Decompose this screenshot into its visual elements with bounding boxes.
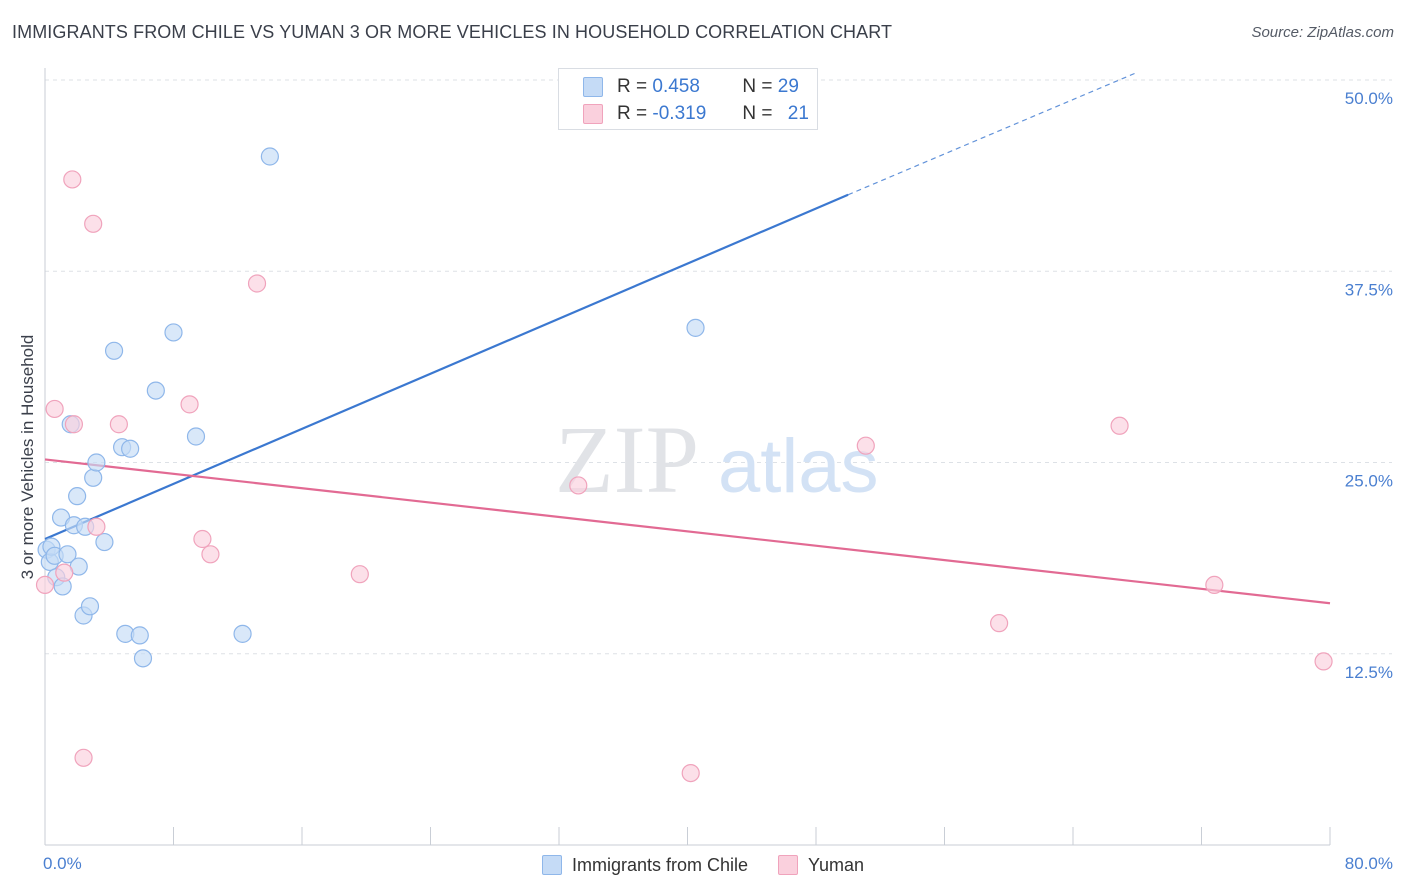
point-chile-15[interactable] [84,468,103,487]
legend-row-chile: R = 0.458 N = 29 [583,74,799,100]
point-yuman-4[interactable] [63,170,82,189]
y-tick-label-2: 37.5% [1345,280,1393,299]
point-chile-18[interactable] [104,341,124,360]
point-chile-22[interactable] [130,626,149,645]
legend-r-value-yuman: -0.319 [652,103,707,124]
legend-n-value-chile: 29 [777,76,799,97]
watermark-atlas: atlas [718,424,879,509]
watermark: ZIP atlas [555,406,879,513]
legend-r-label: R = [617,76,648,97]
series-swatch-chile [541,855,562,875]
legend-n-value-yuman: 21 [787,103,809,124]
legend-row-yuman: R = -0.319 N = 21 [583,101,809,127]
series-legend-item-yuman[interactable]: Yuman [778,855,864,876]
point-yuman-16[interactable] [856,436,875,455]
y-tick-label-3: 50.0% [1345,89,1393,108]
series-swatch-yuman [778,855,798,875]
x-tick-label-max: 80.0% [1345,854,1393,873]
y-tick-label-1: 25.0% [1345,472,1393,491]
point-yuman-2[interactable] [55,563,74,582]
point-yuman-14[interactable] [569,476,588,495]
point-yuman-13[interactable] [350,565,369,584]
chart-title: IMMIGRANTS FROM CHILE VS YUMAN 3 OR MORE… [12,22,893,42]
point-yuman-8[interactable] [109,415,128,434]
legend-swatch-chile [583,77,603,97]
grid-layer [45,79,1392,655]
point-chile-16[interactable] [87,453,106,472]
point-chile-10[interactable] [68,487,87,506]
x-tick-label-min: 0.0% [43,854,82,873]
point-chile-29[interactable] [686,318,705,337]
trend-layer [44,71,1331,605]
trend-extension-0 [847,71,1138,196]
correlation-legend: R = 0.458 N = 29 R = -0.319 N = 21 [558,68,818,130]
point-yuman-6[interactable] [84,214,103,233]
point-yuman-15[interactable] [681,763,700,783]
points-layer [35,147,1333,783]
point-chile-7[interactable] [58,545,77,564]
watermark-zip: ZIP [555,406,699,513]
source-note: Source: ZipAtlas.com [1251,24,1394,41]
point-yuman-12[interactable] [247,274,267,293]
point-yuman-5[interactable] [74,748,93,767]
point-yuman-9[interactable] [180,395,199,414]
trend-line-0 [44,193,849,541]
point-chile-28[interactable] [260,147,279,166]
series-legend-item-chile[interactable]: Immigrants from Chile [541,854,748,876]
point-chile-27[interactable] [233,624,252,643]
point-yuman-11[interactable] [201,545,220,564]
point-yuman-10[interactable] [193,529,212,549]
legend-swatch-yuman [583,104,603,124]
point-yuman-3[interactable] [64,415,84,434]
series-legend: Immigrants from Chile Yuman [0,852,1406,878]
legend-n-label: N = [742,76,773,97]
legend-r-value-chile: 0.458 [652,76,700,97]
point-yuman-0[interactable] [35,575,55,595]
series-name-chile: Immigrants from Chile [571,854,748,875]
point-yuman-1[interactable] [45,399,64,419]
point-chile-24[interactable] [146,381,165,400]
axis-layer [44,68,1331,846]
legend-n-label: N = [742,103,773,124]
point-chile-21[interactable] [121,439,140,458]
point-yuman-18[interactable] [1110,416,1129,435]
y-tick-label-0: 12.5% [1345,663,1393,682]
point-yuman-17[interactable] [990,614,1009,633]
point-yuman-20[interactable] [1314,652,1333,671]
point-chile-26[interactable] [186,427,206,446]
point-yuman-19[interactable] [1205,575,1224,595]
point-chile-17[interactable] [95,532,114,552]
legend-r-label: R = [617,103,648,124]
point-yuman-7[interactable] [87,517,106,536]
point-chile-25[interactable] [164,323,183,342]
tick-label-layer: 12.5% 25.0% 37.5% 50.0% 0.0% 80.0% [43,89,1393,873]
point-chile-23[interactable] [133,649,153,668]
point-chile-14[interactable] [80,597,100,616]
series-name-yuman: Yuman [808,854,865,875]
trend-line-1 [44,458,1331,605]
